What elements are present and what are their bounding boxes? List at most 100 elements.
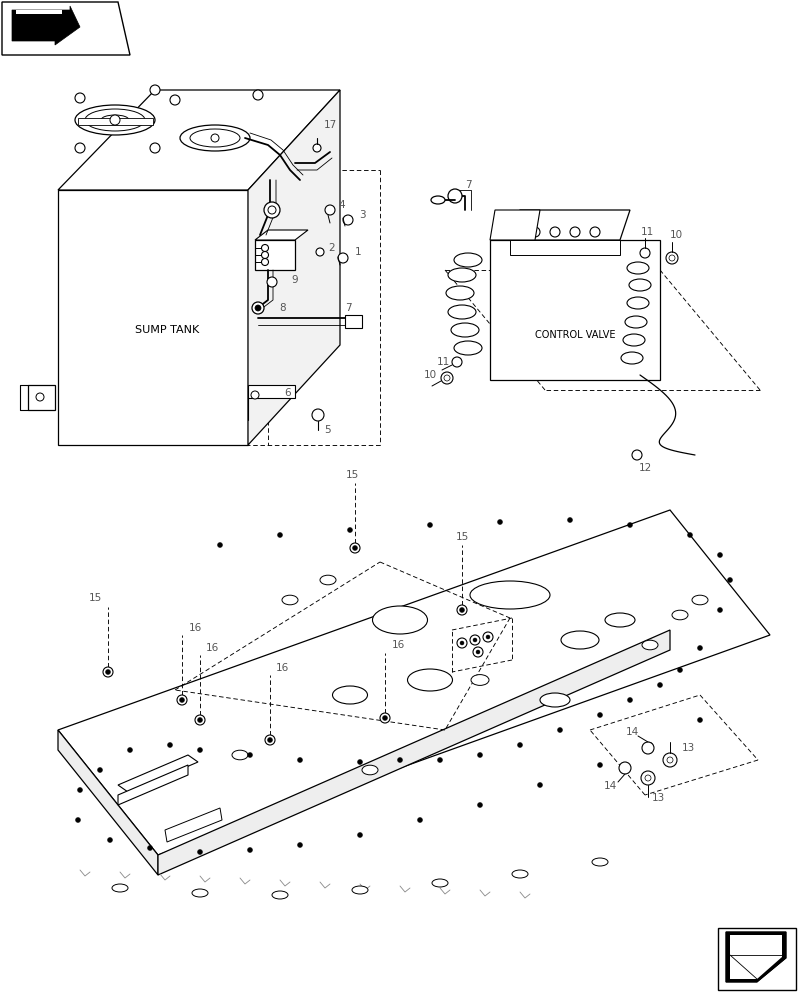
Ellipse shape [372, 606, 427, 634]
Ellipse shape [672, 610, 687, 620]
Circle shape [217, 542, 222, 548]
Text: 15: 15 [88, 593, 101, 603]
Ellipse shape [362, 765, 378, 775]
Ellipse shape [626, 262, 648, 274]
Ellipse shape [620, 352, 642, 364]
Ellipse shape [626, 297, 648, 309]
Text: 14: 14 [624, 727, 637, 737]
Circle shape [347, 528, 352, 532]
Ellipse shape [448, 268, 475, 282]
Circle shape [457, 605, 466, 615]
Circle shape [150, 85, 160, 95]
Circle shape [517, 742, 521, 748]
Ellipse shape [232, 750, 247, 760]
Ellipse shape [332, 686, 367, 704]
Circle shape [311, 409, 324, 421]
Circle shape [569, 227, 579, 237]
Text: 15: 15 [455, 532, 468, 542]
Text: 10: 10 [668, 230, 682, 240]
Circle shape [197, 718, 202, 722]
Circle shape [444, 375, 449, 381]
Text: 6: 6 [285, 388, 291, 398]
Circle shape [324, 205, 335, 215]
Ellipse shape [604, 613, 634, 627]
Text: 11: 11 [436, 357, 449, 367]
Circle shape [657, 682, 662, 688]
Circle shape [75, 93, 85, 103]
Circle shape [473, 647, 483, 657]
Polygon shape [78, 118, 152, 125]
Ellipse shape [431, 196, 444, 204]
Ellipse shape [629, 279, 650, 291]
Circle shape [36, 393, 44, 401]
Text: 9: 9 [291, 275, 298, 285]
Circle shape [477, 802, 482, 807]
Circle shape [127, 748, 132, 752]
Circle shape [457, 638, 466, 648]
Circle shape [197, 849, 202, 854]
Circle shape [663, 753, 676, 767]
Circle shape [460, 641, 463, 645]
Text: 13: 13 [650, 793, 664, 803]
Circle shape [440, 372, 453, 384]
Circle shape [687, 532, 692, 538]
Circle shape [197, 748, 202, 752]
Polygon shape [255, 230, 307, 240]
Circle shape [177, 695, 187, 705]
Circle shape [417, 817, 422, 822]
Text: 10: 10 [423, 370, 436, 380]
Ellipse shape [539, 693, 569, 707]
Circle shape [590, 227, 599, 237]
Circle shape [150, 143, 160, 153]
Polygon shape [247, 385, 294, 398]
Ellipse shape [691, 595, 707, 605]
Circle shape [597, 762, 602, 768]
Polygon shape [255, 240, 294, 270]
Circle shape [642, 742, 653, 754]
Circle shape [382, 716, 387, 720]
Circle shape [452, 357, 461, 367]
Circle shape [264, 202, 280, 218]
Ellipse shape [112, 884, 128, 892]
Circle shape [247, 847, 252, 852]
Polygon shape [118, 755, 198, 792]
Ellipse shape [453, 341, 482, 355]
Polygon shape [509, 240, 620, 255]
Circle shape [109, 115, 120, 125]
Circle shape [644, 775, 650, 781]
Ellipse shape [445, 286, 474, 300]
Circle shape [75, 143, 85, 153]
Ellipse shape [190, 129, 240, 147]
Circle shape [312, 144, 320, 152]
Text: 8: 8 [279, 303, 286, 313]
Circle shape [697, 646, 702, 650]
Circle shape [169, 95, 180, 105]
Text: 2: 2 [328, 243, 335, 253]
Ellipse shape [407, 669, 452, 691]
Circle shape [253, 90, 263, 100]
Circle shape [437, 758, 442, 762]
Circle shape [380, 713, 389, 723]
Text: 16: 16 [205, 643, 218, 653]
Circle shape [103, 667, 113, 677]
Circle shape [261, 251, 268, 258]
Circle shape [247, 752, 252, 758]
Polygon shape [345, 315, 362, 328]
Circle shape [618, 762, 630, 774]
Polygon shape [489, 210, 539, 240]
Circle shape [342, 215, 353, 225]
Circle shape [148, 845, 152, 850]
Circle shape [549, 227, 560, 237]
Ellipse shape [281, 595, 298, 605]
Polygon shape [165, 808, 221, 842]
Ellipse shape [453, 253, 482, 267]
Circle shape [530, 227, 539, 237]
Circle shape [717, 607, 722, 612]
Polygon shape [58, 730, 158, 875]
Ellipse shape [512, 870, 527, 878]
Circle shape [631, 450, 642, 460]
Circle shape [627, 522, 632, 528]
Ellipse shape [470, 675, 488, 685]
Text: 13: 13 [680, 743, 693, 753]
Circle shape [497, 520, 502, 524]
